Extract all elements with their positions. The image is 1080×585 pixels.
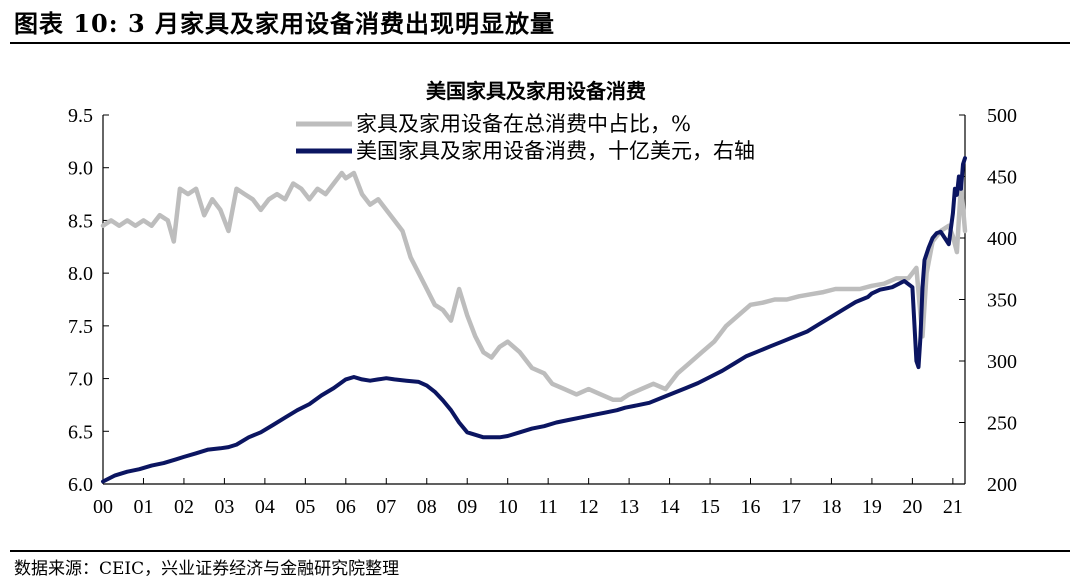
x-tick-label: 11 [539,496,558,518]
x-axis: 00 01 02 03 04 05 06 07 08 09 10 11 12 13 14 15 16 17 18 19… [93,478,963,518]
source-note: 数据来源：CEIC，兴业证券经济与金融研究院整理 [14,559,400,579]
x-tick-label: 17 [781,496,801,518]
x-tick-label: 02 [174,496,194,518]
left-tick-label: 6.5 [68,421,93,443]
left-tick-label: 6.0 [68,474,93,496]
right-axis: 200 250 300 350 400 450 500 [959,105,1017,496]
left-tick-label: 8.0 [68,263,93,285]
x-tick-label: 06 [336,496,356,518]
x-tick-label: 14 [660,496,680,518]
x-tick-label: 18 [821,496,841,518]
x-tick-label: 13 [619,496,639,518]
top-rule [10,42,1070,44]
chart: 美国家具及家用设备消费 家具及家用设备在总消费中占比，% 美国家具及家用设备消费… [68,79,1017,518]
right-tick-label: 350 [987,290,1017,312]
right-tick-label: 400 [987,228,1017,250]
left-tick-label: 9.0 [68,158,93,180]
x-tick-label: 07 [376,496,396,518]
left-axis: 6.0 6.5 7.0 7.5 8.0 8.5 9.0 9.5 [68,105,109,496]
bottom-rule [10,550,1070,552]
legend-label-spending: 美国家具及家用设备消费，十亿美元，右轴 [356,139,755,163]
x-tick-label: 03 [214,496,234,518]
chart-title: 美国家具及家用设备消费 [426,79,646,103]
x-tick-label: 15 [700,496,720,518]
x-tick-label: 04 [255,496,275,518]
x-tick-label: 19 [862,496,882,518]
figure-title: 图表 10: 3 月家具及家用设备消费出现明显放量 [14,9,556,38]
x-tick-label: 20 [902,496,922,518]
left-tick-label: 8.5 [68,210,93,232]
x-tick-label: 01 [133,496,153,518]
x-tick-label: 21 [943,496,963,518]
series-line-share [100,170,968,402]
right-tick-label: 450 [987,167,1017,189]
left-tick-label: 7.0 [68,369,93,391]
x-tick-label: 10 [498,496,518,518]
legend-label-share: 家具及家用设备在总消费中占比，% [356,112,691,136]
left-tick-label: 7.5 [68,316,93,338]
series-line-spending [101,156,967,484]
series-layer [100,156,968,484]
x-tick-label: 05 [295,496,315,518]
x-tick-label: 08 [417,496,437,518]
x-tick-label: 16 [741,496,761,518]
right-tick-label: 500 [987,105,1017,127]
x-tick-label: 00 [93,496,113,518]
legend: 家具及家用设备在总消费中占比，% 美国家具及家用设备消费，十亿美元，右轴 [296,112,755,163]
x-tick-label: 09 [457,496,477,518]
left-tick-label: 9.5 [68,105,93,127]
right-tick-label: 300 [987,351,1017,373]
x-tick-label: 12 [579,496,599,518]
right-tick-label: 200 [987,474,1017,496]
right-tick-label: 250 [987,413,1017,435]
